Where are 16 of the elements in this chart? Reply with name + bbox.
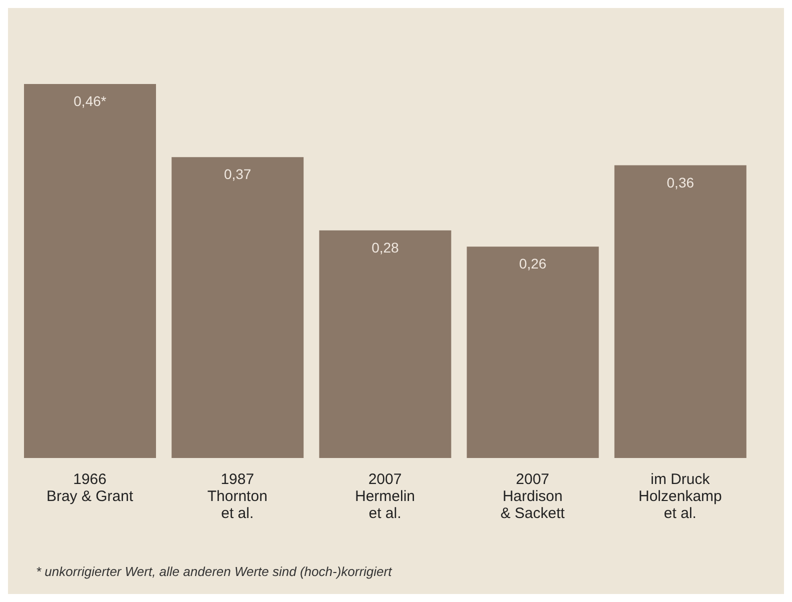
bar (319, 230, 452, 458)
bar (466, 246, 599, 458)
x-tick-label: 2007 Hardison & Sackett (500, 471, 566, 522)
data-label: 0,46* (74, 93, 107, 109)
x-tick-label: im Druck Holzenkamp et al. (638, 471, 722, 522)
x-tick-label: 1966 Bray & Grant (46, 471, 134, 505)
bar (614, 165, 746, 458)
x-tick-label: 1987 Thornton et al. (207, 471, 268, 522)
bar (172, 157, 304, 458)
x-tick-label: 2007 Hermelin et al. (354, 471, 416, 522)
data-label: 0,37 (224, 166, 252, 182)
bar (24, 84, 156, 458)
text: * unkorrigierter Wert, alle anderen Werte sind (hoch-)korrigiert (36, 564, 392, 579)
data-label: 0,26 (519, 256, 547, 272)
data-label: 0,36 (666, 174, 694, 190)
data-label: 0,28 (372, 239, 400, 256)
